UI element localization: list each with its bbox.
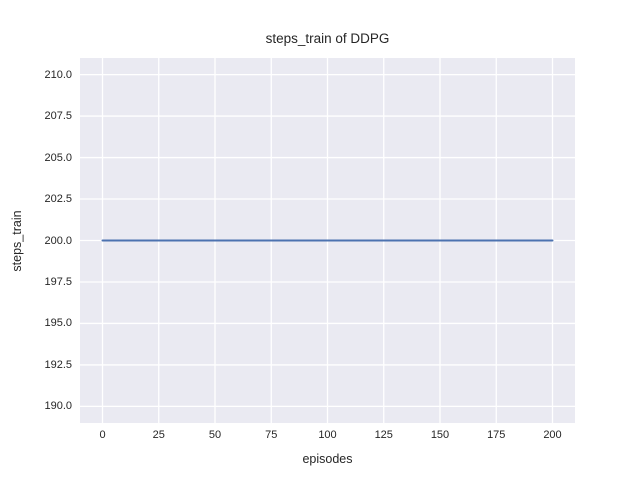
y-tick-label: 210.0 (44, 68, 72, 81)
chart-title: steps_train of DDPG (265, 31, 390, 46)
y-tick-label: 202.5 (44, 193, 72, 206)
x-tick-label: 200 (543, 429, 562, 441)
x-tick-label: 150 (430, 429, 450, 441)
y-tick-label: 195.0 (44, 317, 72, 330)
x-axis-label: episodes (302, 452, 353, 466)
x-tick-label: 50 (208, 429, 222, 441)
y-tick-label: 200.0 (44, 234, 72, 247)
x-tick-label: 0 (99, 429, 106, 441)
y-tick-label: 207.5 (44, 110, 72, 123)
x-tick-label: 125 (374, 429, 393, 441)
y-tick-label: 192.5 (44, 358, 72, 371)
y-tick-label: 205.0 (44, 151, 72, 164)
x-tick-label: 75 (265, 429, 278, 441)
y-tick-label: 197.5 (44, 275, 72, 288)
x-tick-label: 175 (487, 429, 506, 441)
x-tick-label: 100 (318, 429, 337, 441)
y-tick-label: 190.0 (44, 400, 72, 413)
x-tick-label: 25 (152, 429, 165, 441)
